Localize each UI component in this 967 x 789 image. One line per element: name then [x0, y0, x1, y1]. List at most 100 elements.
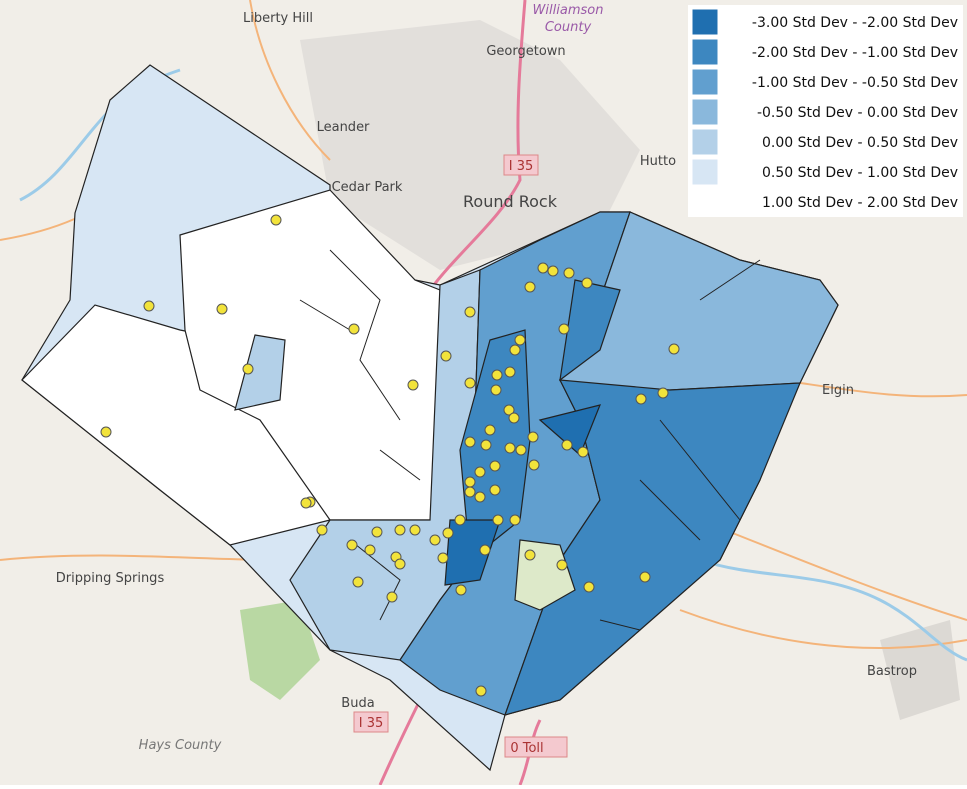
road-label: 0 Toll [510, 741, 543, 756]
place-label: Williamson [533, 3, 604, 18]
point [270, 214, 282, 226]
place-label: County [545, 20, 592, 35]
legend-label: -1.00 Std Dev - -0.50 Std Dev [752, 75, 958, 91]
place-label: Cedar Park [332, 180, 403, 195]
place-label: Bastrop [867, 664, 917, 679]
point [442, 527, 454, 539]
point [509, 514, 521, 526]
point [464, 486, 476, 498]
legend-label: -0.50 Std Dev - 0.00 Std Dev [757, 105, 958, 121]
point [242, 363, 254, 375]
point [440, 350, 452, 362]
legend-swatch [691, 38, 719, 66]
legend-label: 0.00 Std Dev - 0.50 Std Dev [762, 135, 958, 151]
place-label: Buda [341, 696, 374, 711]
point [464, 377, 476, 389]
road [0, 0, 967, 650]
point [490, 384, 502, 396]
point [547, 265, 559, 277]
place-label: Liberty Hill [243, 11, 313, 26]
point [489, 484, 501, 496]
tract [504, 379, 801, 716]
point [635, 393, 647, 405]
point [509, 344, 521, 356]
point [524, 549, 536, 561]
legend-label: -3.00 Std Dev - -2.00 Std Dev [752, 15, 958, 31]
point [581, 277, 593, 289]
place-label: Dripping Springs [56, 571, 165, 586]
point [561, 439, 573, 451]
legend: -3.00 Std Dev - -2.00 Std Dev -2.00 Std D… [688, 5, 963, 217]
point [394, 524, 406, 536]
legend-swatch [691, 68, 719, 96]
point [464, 306, 476, 318]
county [21, 64, 839, 772]
legend-swatch [691, 128, 719, 156]
point [583, 581, 595, 593]
tract [234, 334, 286, 411]
point [657, 387, 669, 399]
point [558, 323, 570, 335]
point [475, 685, 487, 697]
point [346, 539, 358, 551]
point [479, 544, 491, 556]
place-label: Elgin [822, 383, 854, 398]
legend-label: -2.00 Std Dev - -1.00 Std Dev [752, 45, 958, 61]
point [464, 436, 476, 448]
point [504, 442, 516, 454]
road-label: I 35 [509, 159, 534, 174]
tract [444, 519, 501, 586]
point [348, 323, 360, 335]
point [514, 334, 526, 346]
place-label: Leander [317, 120, 370, 135]
point [364, 544, 376, 556]
shield [353, 711, 389, 733]
point [429, 534, 441, 546]
legend-box [688, 5, 963, 217]
point [216, 303, 228, 315]
point [639, 571, 651, 583]
point [527, 431, 539, 443]
point [515, 444, 527, 456]
point [668, 343, 680, 355]
point [407, 379, 419, 391]
place-label: Hutto [640, 154, 676, 169]
point [492, 514, 504, 526]
point [489, 460, 501, 472]
shield [504, 736, 568, 758]
river [699, 558, 967, 662]
point [352, 576, 364, 588]
point [394, 558, 406, 570]
point-layer [100, 214, 680, 697]
point [454, 514, 466, 526]
point [528, 459, 540, 471]
point [474, 466, 486, 478]
legend-swatch [691, 8, 719, 36]
point [491, 369, 503, 381]
place-label: Round Rock [463, 192, 558, 211]
point [455, 584, 467, 596]
legend-swatch [691, 98, 719, 126]
point [464, 476, 476, 488]
point [480, 439, 492, 451]
tract-boundary [299, 249, 761, 631]
legend-label: 0.50 Std Dev - 1.00 Std Dev [762, 165, 958, 181]
legend-label: 1.00 Std Dev - 2.00 Std Dev [762, 195, 958, 211]
point [524, 281, 536, 293]
point [503, 404, 515, 416]
point [474, 491, 486, 503]
point [577, 446, 589, 458]
point [386, 591, 398, 603]
place-label: Hays County [139, 738, 222, 753]
point [563, 267, 575, 279]
park [240, 600, 320, 700]
urban-area [300, 20, 640, 270]
tract [559, 279, 621, 382]
point [300, 497, 312, 509]
point [371, 526, 383, 538]
point [556, 559, 568, 571]
legend-swatch [691, 188, 719, 216]
legend-swatch [691, 158, 719, 186]
